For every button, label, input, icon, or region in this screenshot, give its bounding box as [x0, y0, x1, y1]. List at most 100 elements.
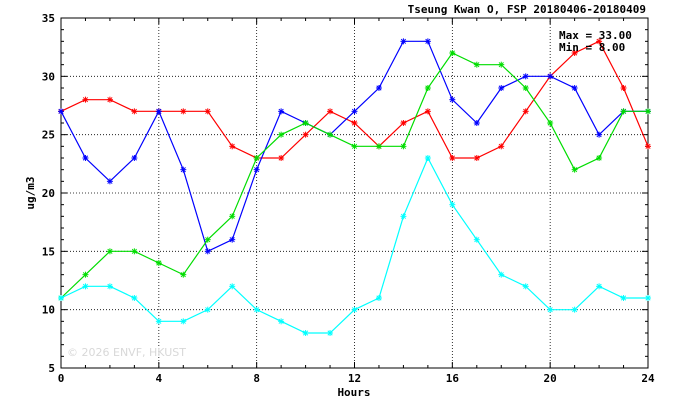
min-value-label: Min = 8.00 [559, 41, 625, 54]
data-point [400, 213, 407, 220]
data-point [302, 330, 309, 336]
data-point [424, 38, 431, 45]
data-point [522, 283, 529, 290]
data-point [82, 283, 89, 290]
data-point [278, 108, 285, 115]
x-tick-label: 8 [253, 372, 260, 385]
data-point [620, 85, 627, 91]
data-point [522, 108, 529, 115]
data-point [131, 155, 138, 161]
data-point [449, 155, 456, 161]
data-point [302, 131, 309, 138]
data-point [131, 248, 138, 255]
data-point [327, 330, 334, 336]
data-point [131, 108, 138, 115]
series-2 [58, 38, 651, 255]
data-point [645, 295, 651, 301]
data-point [229, 213, 236, 220]
data-point [351, 143, 358, 150]
data-point [278, 131, 285, 138]
data-point [498, 61, 505, 68]
data-point [375, 143, 382, 150]
series-4 [58, 155, 651, 336]
data-point [327, 131, 334, 138]
data-point [375, 85, 382, 91]
y-tick-label: 10 [42, 304, 55, 317]
data-point [106, 283, 113, 290]
y-tick-label: 30 [42, 70, 55, 83]
data-point [229, 143, 236, 150]
x-tick-label: 24 [641, 372, 655, 385]
data-point [473, 155, 480, 161]
data-point [571, 85, 578, 91]
data-point [498, 85, 505, 91]
data-point [547, 73, 554, 80]
data-point [106, 248, 113, 255]
tick-marks [60, 17, 649, 369]
data-point [400, 143, 407, 150]
data-point [596, 38, 603, 45]
data-point [229, 283, 236, 290]
data-point [253, 155, 260, 161]
y-tick-labels: 5 10 15 20 25 30 35 [42, 12, 55, 375]
data-point [424, 85, 431, 91]
data-point [620, 295, 627, 301]
data-point [155, 318, 162, 325]
data-point [449, 50, 456, 56]
data-point [596, 283, 603, 290]
data-point [449, 201, 456, 208]
data-point [327, 108, 334, 115]
data-point [571, 50, 578, 56]
x-tick-label: 12 [348, 372, 361, 385]
data-point [204, 236, 211, 243]
data-point [547, 120, 554, 126]
y-tick-label: 25 [42, 129, 55, 142]
data-point [155, 108, 162, 115]
data-point [253, 166, 260, 173]
x-tick-label: 4 [156, 372, 163, 385]
data-point [204, 306, 211, 313]
data-point [131, 295, 138, 301]
data-point [351, 306, 358, 313]
series-3 [58, 50, 651, 301]
data-point [424, 155, 431, 161]
data-point [522, 73, 529, 80]
data-point [571, 166, 578, 173]
x-axis-label: Hours [337, 386, 370, 399]
series-layer [58, 38, 651, 336]
data-point [522, 85, 529, 91]
data-point [204, 248, 211, 255]
data-point [645, 143, 651, 150]
data-point [155, 260, 162, 266]
data-point [278, 318, 285, 325]
data-point [449, 96, 456, 103]
watermark: © 2026 ENVF, HKUST [67, 346, 186, 359]
data-point [473, 61, 480, 68]
data-point [106, 178, 113, 185]
data-point [498, 271, 505, 278]
data-point [82, 96, 89, 103]
data-point [58, 108, 64, 115]
data-point [278, 155, 285, 161]
data-point [58, 295, 64, 301]
y-tick-label: 5 [48, 362, 55, 375]
data-point [473, 236, 480, 243]
data-point [424, 108, 431, 115]
chart-title: Tseung Kwan O, FSP 20180406-20180409 [408, 3, 646, 16]
data-point [351, 120, 358, 126]
y-axis-label: ug/m3 [24, 176, 37, 209]
x-tick-label: 16 [446, 372, 460, 385]
y-tick-label: 35 [42, 12, 55, 25]
data-point [82, 271, 89, 278]
grid-lines [61, 18, 648, 368]
data-point [645, 108, 651, 115]
data-point [302, 120, 309, 126]
data-point [571, 306, 578, 313]
data-point [106, 96, 113, 103]
data-point [596, 131, 603, 138]
y-tick-label: 20 [42, 187, 55, 200]
y-tick-label: 15 [42, 245, 55, 258]
data-point [596, 155, 603, 161]
data-point [620, 108, 627, 115]
